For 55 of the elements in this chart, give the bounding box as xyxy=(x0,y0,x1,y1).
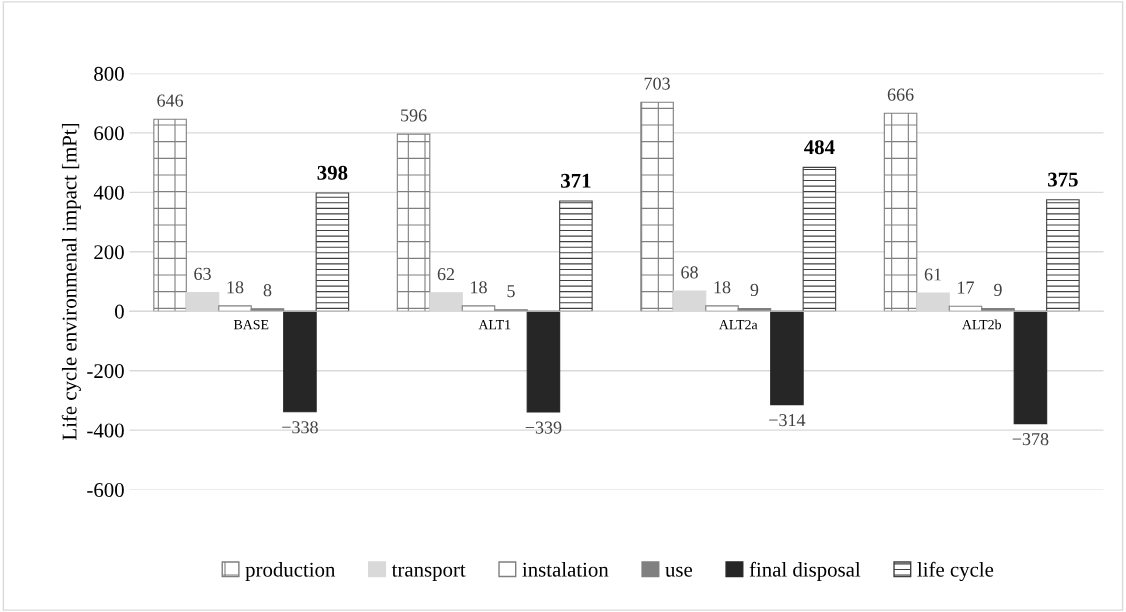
data-label: 9 xyxy=(994,283,1002,296)
data-label: 398 xyxy=(317,165,348,180)
y-tick-label: 0 xyxy=(115,304,124,319)
data-label: −339 xyxy=(525,421,562,434)
bar xyxy=(283,310,317,413)
bar xyxy=(640,101,674,312)
data-label: 596 xyxy=(401,109,427,122)
data-label: 375 xyxy=(1048,172,1078,187)
bar xyxy=(526,310,561,413)
bar xyxy=(770,310,804,406)
y-tick-label: 600 xyxy=(94,126,124,141)
y-tick-label: 200 xyxy=(94,245,124,260)
legend-label: production xyxy=(245,562,336,581)
data-label: 61 xyxy=(924,268,941,281)
data-label: 17 xyxy=(958,281,975,294)
data-label: 666 xyxy=(887,88,914,101)
data-label: 484 xyxy=(804,140,835,155)
data-label: 371 xyxy=(561,173,591,188)
bar xyxy=(559,200,593,312)
y-tick-label: -200 xyxy=(87,364,124,379)
x-tick-label: ALT2b xyxy=(962,319,1002,330)
data-label: 63 xyxy=(194,267,211,280)
legend-label: life cycle xyxy=(917,561,994,582)
bar xyxy=(1013,310,1048,425)
x-tick-label: BASE xyxy=(233,320,269,330)
bar xyxy=(315,192,350,312)
data-label: 18 xyxy=(227,281,244,294)
data-label: −314 xyxy=(769,414,806,427)
y-tick-label: -400 xyxy=(87,423,124,438)
data-label: 8 xyxy=(263,284,272,297)
legend-label: instalation xyxy=(522,562,609,577)
y-tick-label: -600 xyxy=(87,482,124,498)
data-label: 703 xyxy=(644,77,670,90)
data-label: 5 xyxy=(507,285,515,298)
legend-label: use xyxy=(665,566,693,577)
data-label: −378 xyxy=(1012,433,1049,446)
y-tick-label: 400 xyxy=(93,185,124,200)
data-label: 68 xyxy=(681,266,698,279)
bar xyxy=(396,133,431,312)
legend-label: final disposal xyxy=(749,561,861,581)
x-tick-label: ALT1 xyxy=(478,320,511,330)
bar xyxy=(153,118,187,312)
data-label: 646 xyxy=(157,94,184,107)
y-tick-label: 800 xyxy=(94,66,124,81)
x-tick-label: ALT2a xyxy=(718,320,758,330)
data-label: 62 xyxy=(437,268,455,281)
data-label: 18 xyxy=(471,281,487,294)
y-axis-title: Life cycle environmenal impact [mPt] xyxy=(61,123,81,440)
bar xyxy=(1046,199,1080,312)
bar xyxy=(802,166,837,312)
bar xyxy=(883,112,918,312)
data-label: −338 xyxy=(282,421,318,434)
legend-label: transport xyxy=(391,564,466,581)
data-label: 9 xyxy=(750,283,759,296)
data-label: 18 xyxy=(714,281,731,294)
